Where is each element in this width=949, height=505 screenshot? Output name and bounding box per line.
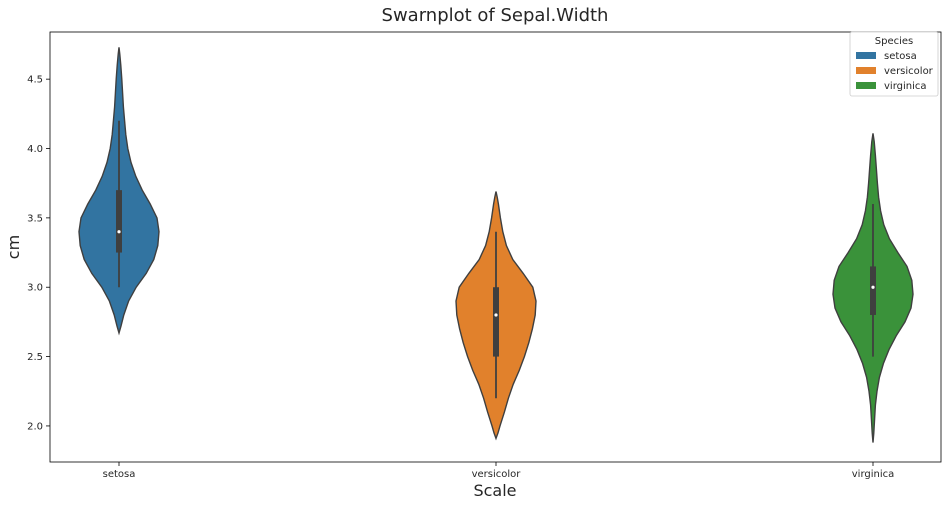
legend-swatch-virginica — [856, 82, 876, 89]
legend-label-setosa: setosa — [884, 51, 917, 62]
legend-title: Species — [875, 36, 914, 47]
legend-swatch-setosa — [856, 52, 876, 59]
x-tick-label: setosa — [103, 469, 136, 480]
chart-title: Swarnplot of Sepal.Width — [382, 5, 609, 26]
median-setosa — [117, 230, 121, 234]
x-axis-title: Scale — [473, 481, 516, 500]
legend-box — [849, 31, 939, 97]
legend: Species setosa versicolor virginica — [849, 31, 939, 97]
x-tick-label: virginica — [852, 469, 895, 480]
axes-frame — [49, 31, 942, 463]
y-tick-label: 3.0 — [27, 283, 43, 294]
box-setosa — [116, 190, 122, 253]
y-tick-label: 3.5 — [27, 213, 43, 224]
box-virginica — [870, 266, 876, 315]
median-versicolor — [494, 313, 498, 317]
y-tick-label: 4.0 — [27, 144, 43, 155]
y-axis-title: cm — [4, 235, 23, 259]
legend-label-virginica: virginica — [884, 81, 927, 92]
median-virginica — [871, 285, 875, 289]
legend-label-versicolor: versicolor — [884, 66, 934, 77]
y-tick-label: 2.5 — [27, 352, 43, 363]
y-tick-label: 2.0 — [27, 421, 43, 432]
axis-ticks: 2.0 2.5 3.0 3.5 4.0 4.5 setosa versicolor virgin… — [27, 75, 894, 480]
x-tick-label: versicolor — [472, 469, 522, 480]
box-versicolor — [493, 287, 499, 357]
plot-area — [78, 47, 914, 443]
y-tick-label: 4.5 — [27, 75, 43, 86]
legend-swatch-versicolor — [856, 67, 876, 74]
